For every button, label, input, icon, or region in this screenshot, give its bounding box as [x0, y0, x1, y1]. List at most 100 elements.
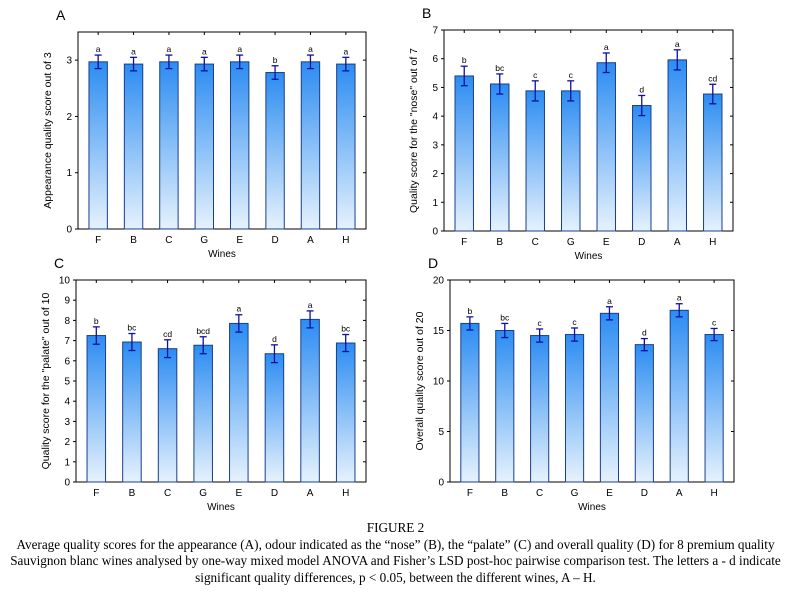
significance-letter: d [272, 334, 277, 344]
bar-C: [object SVGGElement] [159, 61, 179, 230]
bar-C: [object SVGGElement] [530, 335, 550, 483]
significance-letter: a [677, 293, 682, 303]
bar-C: [object SVGGElement] [525, 90, 545, 232]
figure-caption: FIGURE 2 Average quality scores for the … [0, 520, 791, 586]
y-tick-label: 7 [64, 336, 70, 347]
panel-label: C [54, 255, 64, 271]
y-tick-label: 15 [433, 326, 445, 337]
x-tick-label: D [638, 237, 645, 248]
significance-letter: bcd [196, 326, 210, 336]
bar-E: [object SVGGElement] [596, 62, 616, 232]
x-tick-label: D [271, 488, 278, 499]
bar-F: [object SVGGElement] [454, 75, 474, 232]
bar-B: [object SVGGElement] [495, 330, 515, 483]
bar-A: [object SVGGElement] [669, 309, 689, 483]
panel-label: B [422, 5, 431, 21]
bar-F: [object SVGGElement] [460, 322, 480, 483]
bar-G: [object SVGGElement] [561, 90, 581, 232]
x-tick-label: A [674, 237, 681, 248]
bar-A: [object SVGGElement] [300, 61, 321, 230]
significance-letter: a [308, 300, 313, 310]
significance-letter: c [533, 70, 538, 80]
x-tick-label: A [307, 488, 314, 499]
plot-frame: [object SVGGElement] [77, 31, 367, 230]
significance-letter: a [237, 44, 242, 54]
significance-letter: c [538, 318, 543, 328]
x-tick-label: D [641, 488, 648, 499]
y-tick-label: 0 [438, 478, 444, 489]
significance-letter: a [202, 46, 207, 56]
caption-title: FIGURE 2 [366, 520, 425, 535]
y-tick-label: 4 [64, 397, 70, 408]
x-tick-label: F [93, 488, 99, 499]
x-tick-label: E [603, 237, 610, 248]
x-tick-label: H [709, 237, 716, 248]
y-tick-label: 5 [64, 377, 70, 388]
x-tick-label: E [236, 235, 243, 246]
significance-letter: bc [500, 312, 510, 322]
significance-letter: a [607, 296, 612, 306]
significance-letter: a [131, 46, 136, 56]
significance-letter: b [468, 306, 473, 316]
x-tick-label: F [95, 235, 101, 246]
significance-letter: a [343, 46, 348, 56]
y-tick-label: 10 [433, 377, 445, 388]
x-axis-label: Wines [578, 502, 606, 513]
significance-letter: bc [127, 323, 137, 333]
significance-letter: cd [163, 329, 172, 339]
bar-E: [object SVGGElement] [229, 322, 249, 483]
x-tick-label: F [461, 237, 467, 248]
y-tick-label: 0 [66, 225, 72, 236]
bar-A: [object SVGGElement] [300, 318, 320, 483]
y-tick-label: 8 [64, 316, 70, 327]
significance-letter: b [273, 55, 278, 65]
y-axis-label: Overall quality score out of 20 [414, 311, 426, 450]
y-tick-label: 20 [433, 276, 445, 287]
y-tick-label: 3 [432, 140, 438, 151]
bar-F: [object SVGGElement] [86, 335, 107, 483]
plot-frame: [object SVGGElement] [443, 29, 734, 232]
x-tick-label: D [271, 235, 278, 246]
x-tick-label: H [342, 488, 349, 499]
x-tick-label: A [307, 235, 314, 246]
significance-letter: b [462, 55, 467, 65]
bar-H: [object SVGGElement] [704, 334, 724, 483]
x-tick-label: C [536, 488, 543, 499]
y-tick-label: 1 [432, 198, 438, 209]
bar-C: [object SVGGElement] [157, 348, 178, 483]
y-tick-label: 1 [66, 168, 72, 179]
x-tick-label: H [342, 235, 349, 246]
y-tick-label: 6 [64, 356, 70, 367]
bar-B: [object SVGGElement] [123, 63, 144, 230]
plot-frame: [object SVGGElement] [75, 279, 367, 483]
panel-A: A 0 1 2 3 a Fa Ba Ca Ga Eb Da Aa H Wines Appearance qua… [42, 7, 349, 260]
significance-letter: d [642, 328, 647, 338]
significance-letter: bc [341, 324, 351, 334]
significance-letter: b [94, 316, 99, 326]
significance-letter: a [96, 44, 101, 54]
bar-D: [object SVGGElement] [265, 72, 285, 230]
y-tick-label: 3 [64, 417, 70, 428]
x-tick-label: C [532, 237, 539, 248]
caption-text: Average quality scores for the appearanc… [10, 536, 781, 585]
figure: A 0 1 2 3 a Fa Ba Ca Ga Eb Da Aa H Wines Appearance qua… [40, 5, 735, 513]
x-tick-label: G [199, 488, 207, 499]
x-tick-label: G [200, 235, 208, 246]
bar-D: [object SVGGElement] [632, 105, 652, 232]
significance-letter: c [712, 317, 717, 327]
bar-B: [object SVGGElement] [122, 341, 142, 483]
bar-B: [object SVGGElement] [490, 83, 510, 232]
y-tick-label: 5 [432, 83, 438, 94]
bar-F: [object SVGGElement] [88, 61, 108, 230]
x-tick-label: B [496, 237, 503, 248]
x-axis-label: Wines [575, 251, 603, 262]
bar-H: [object SVGGElement] [335, 342, 356, 483]
y-tick-label: 2 [66, 112, 72, 123]
bar-H: [object SVGGElement] [703, 93, 723, 232]
significance-letter: c [572, 317, 577, 327]
x-tick-label: E [235, 488, 242, 499]
y-tick-label: 1 [64, 457, 70, 468]
y-tick-label: 2 [64, 437, 70, 448]
panel-B: B 0 1 2 3 4 5 6 7 b Fbc Bc Cc Ga Ed Da Acd H Wines Quality … [408, 5, 718, 262]
bar-E: [object SVGGElement] [599, 312, 620, 483]
